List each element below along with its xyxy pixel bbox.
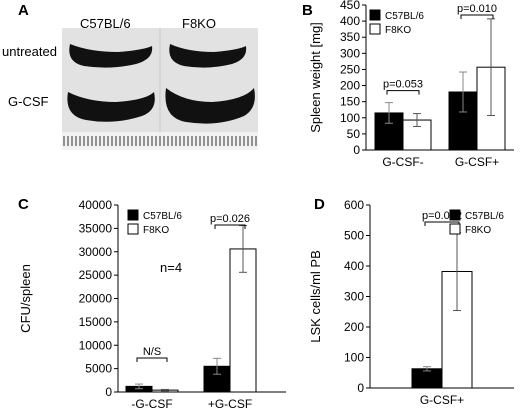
legend-swatch bbox=[369, 9, 381, 21]
row-label-untreated: untreated bbox=[2, 44, 57, 59]
y-tick-label: 250 bbox=[340, 62, 360, 76]
significance-bracket bbox=[136, 357, 168, 363]
sample-size-note: n=4 bbox=[160, 260, 182, 275]
x-category-label: +G-CSF bbox=[208, 397, 252, 411]
spleen-c57-untreated bbox=[69, 44, 153, 68]
y-tick-label: 25000 bbox=[79, 268, 113, 282]
spleen-f8ko-untreated bbox=[169, 44, 247, 68]
significance-label: p=0.026 bbox=[210, 213, 250, 225]
column-label-c57bl6: C57BL/6 bbox=[80, 16, 131, 31]
legend-label: F8KO bbox=[385, 25, 411, 36]
spleen-photo-image bbox=[62, 28, 258, 150]
y-tick-label: 400 bbox=[340, 14, 360, 28]
ruler bbox=[63, 136, 257, 146]
y-tick-label: 450 bbox=[340, 0, 360, 12]
y-tick-label: 300 bbox=[340, 46, 360, 60]
significance-label: p=0.053 bbox=[383, 79, 423, 91]
y-tick-label: 500 bbox=[344, 229, 364, 243]
bar-c57bl6 bbox=[411, 368, 443, 389]
panel-d-letter: D bbox=[314, 196, 325, 213]
y-tick-label: 35000 bbox=[79, 221, 113, 235]
y-axis-label: LSK cells/ml PB bbox=[308, 250, 323, 342]
panel-b-letter: B bbox=[302, 2, 313, 19]
y-tick-label: 100 bbox=[344, 351, 364, 365]
panel-a-letter: A bbox=[18, 2, 29, 19]
y-tick-label: 300 bbox=[344, 290, 364, 304]
significance-bracket bbox=[460, 14, 494, 19]
x-category-label: G-CSF+ bbox=[420, 393, 464, 407]
legend-swatch bbox=[449, 223, 461, 235]
x-category-label: -G-CSF bbox=[131, 397, 172, 411]
y-tick-label: 0 bbox=[105, 385, 112, 399]
x-category-label: G-CSF+ bbox=[455, 155, 499, 169]
y-tick-label: 200 bbox=[340, 79, 360, 93]
y-tick-label: 350 bbox=[340, 30, 360, 44]
y-tick-label: 0 bbox=[353, 143, 360, 157]
significance-bracket bbox=[214, 224, 246, 229]
y-tick-label: 50 bbox=[347, 127, 361, 141]
y-tick-label: 40000 bbox=[79, 198, 113, 212]
legend-label: F8KO bbox=[465, 225, 491, 236]
y-tick-label: 20000 bbox=[79, 292, 113, 306]
y-tick-label: 15000 bbox=[79, 315, 113, 329]
y-tick-label: 0 bbox=[357, 381, 364, 395]
legend-swatch bbox=[449, 209, 461, 221]
y-tick-label: 100 bbox=[340, 111, 360, 125]
column-label-f8ko: F8KO bbox=[182, 16, 216, 31]
legend-label: F8KO bbox=[143, 225, 169, 236]
spleen-photo bbox=[62, 28, 258, 150]
spleen-weight-chart: 0 50 100 150 200 250 300 350 400 450 Spleen weight… bbox=[308, 0, 514, 169]
legend-label: C57BL/6 bbox=[143, 211, 182, 222]
y-tick-label: 30000 bbox=[79, 245, 113, 259]
significance-label: p=0.010 bbox=[457, 3, 497, 15]
significance-bracket bbox=[386, 90, 420, 95]
y-tick-label: 600 bbox=[344, 198, 364, 212]
legend-swatch bbox=[127, 223, 139, 235]
y-tick-label: 150 bbox=[340, 95, 360, 109]
legend-swatch bbox=[369, 23, 381, 35]
y-tick-label: 10000 bbox=[79, 338, 113, 352]
y-tick-label: 5000 bbox=[85, 362, 112, 376]
legend-label: C57BL/6 bbox=[385, 11, 424, 22]
significance-label: N/S bbox=[143, 346, 161, 358]
cfu-spleen-chart: 0 5000 10000 15000 20000 25000 30000 35000 40000… bbox=[18, 198, 286, 411]
legend-swatch bbox=[127, 209, 139, 221]
spleen-c57-gcsf bbox=[67, 92, 155, 122]
y-axis-label: Spleen weight [mg] bbox=[308, 22, 323, 133]
legend-label: C57BL/6 bbox=[465, 211, 504, 222]
x-category-label: G-CSF- bbox=[382, 155, 423, 169]
y-tick-label: 400 bbox=[344, 259, 364, 273]
spleen-f8ko-gcsf bbox=[165, 88, 255, 124]
y-axis-label: CFU/spleen bbox=[18, 264, 33, 333]
row-label-gcsf: G-CSF bbox=[8, 94, 49, 109]
lsk-cells-chart: 0 100 200 300 400 500 600 LSK cells/ml PB G-CSF+… bbox=[308, 198, 514, 407]
panel-c-letter: C bbox=[18, 196, 29, 213]
y-tick-label: 200 bbox=[344, 320, 364, 334]
